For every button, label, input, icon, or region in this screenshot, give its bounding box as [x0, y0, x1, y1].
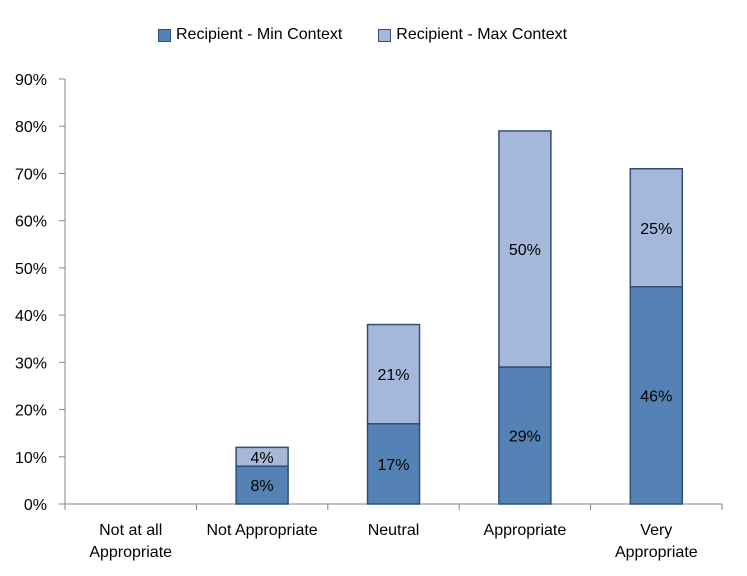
data-label: 21% — [377, 367, 409, 384]
category-label: Neutral — [368, 522, 420, 539]
y-tick-label: 50% — [15, 261, 47, 278]
category-label-line: Appropriate — [615, 544, 698, 561]
y-tick-label: 70% — [15, 166, 47, 183]
bar-segment-max-context — [235, 446, 289, 467]
category-label-line: Very — [640, 522, 672, 539]
bar-segment-max-context — [498, 130, 552, 368]
category-label: Not at all Appropriate — [89, 522, 172, 561]
y-tick-label: 30% — [15, 355, 47, 372]
bar-segment-min-context — [498, 366, 552, 505]
category-label-line: Appropriate — [484, 522, 567, 539]
category-label: Very Appropriate — [615, 522, 698, 561]
bar-segment-max-context — [366, 323, 421, 425]
y-tick-label: 80% — [15, 119, 47, 136]
data-label: 50% — [509, 242, 541, 259]
bar-segment-max-context — [629, 167, 684, 288]
legend-label-max-context: Recipient - Max Context — [396, 26, 568, 43]
legend-item-min-context: Recipient - Min Context — [158, 26, 342, 44]
y-tick-label: 60% — [15, 214, 47, 231]
legend-label-min-context: Recipient - Min Context — [176, 26, 343, 43]
bar-segment-min-context — [366, 422, 421, 505]
y-tick-label: 0% — [24, 497, 47, 514]
legend: Recipient - Min Context Recipient - Max … — [158, 26, 567, 44]
category-label-line: Not at all — [99, 522, 162, 539]
category-label: Appropriate — [484, 522, 567, 539]
category-label-line: Not Appropriate — [207, 522, 318, 539]
data-label: 8% — [251, 478, 274, 495]
legend-item-max-context: Recipient - Max Context — [378, 26, 567, 44]
legend-swatch-max-context — [378, 28, 392, 42]
y-tick-label: 90% — [15, 72, 47, 89]
y-tick-label: 40% — [15, 308, 47, 325]
data-label: 25% — [640, 221, 672, 238]
data-label: 46% — [640, 388, 672, 405]
category-label: Not Appropriate — [207, 522, 318, 539]
data-label: 4% — [251, 450, 274, 467]
bar-segment-min-context — [629, 286, 684, 505]
data-label: 29% — [509, 429, 541, 446]
y-tick-label: 20% — [15, 403, 47, 420]
data-label: 17% — [377, 457, 409, 474]
y-tick-label: 10% — [15, 450, 47, 467]
legend-swatch-min-context — [158, 28, 171, 42]
category-label-line: Neutral — [368, 522, 420, 539]
category-label-line: Appropriate — [89, 544, 172, 561]
bar-segment-min-context — [235, 465, 289, 505]
